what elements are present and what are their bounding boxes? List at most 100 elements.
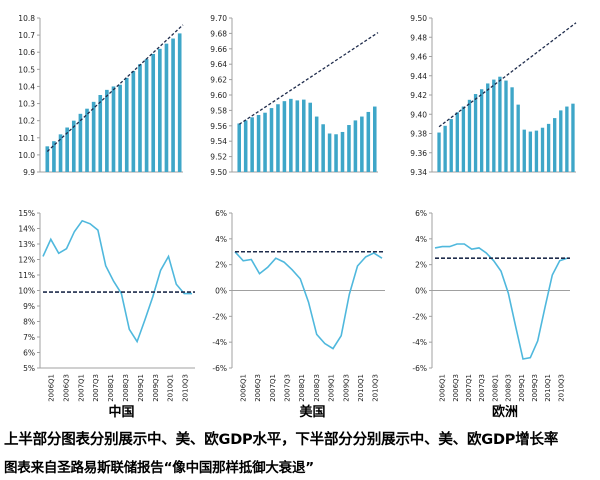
y-tick-label: 0% <box>415 287 427 296</box>
x-tick-label: 2009Q1 <box>328 374 336 402</box>
bar <box>151 53 156 172</box>
y-tick-label: 15% <box>18 209 35 218</box>
x-tick-label: 2006Q1 <box>439 374 447 402</box>
bar <box>366 111 371 172</box>
y-tick-label: 0% <box>215 287 227 296</box>
y-tick-label: 2% <box>415 261 427 270</box>
region-label: 美国 <box>299 404 325 420</box>
y-tick-label: 9.60 <box>210 91 227 100</box>
bar <box>449 119 453 172</box>
x-tick-label: 2010Q1 <box>167 374 175 402</box>
region-label: 中国 <box>108 404 134 420</box>
y-tick-label: 10.7 <box>18 31 35 40</box>
bar <box>360 116 364 172</box>
y-tick-label: 9.58 <box>210 106 227 115</box>
bar <box>177 33 182 173</box>
x-tick-label: 2006Q1 <box>239 374 247 402</box>
y-tick-label: -6% <box>212 364 227 373</box>
bar <box>111 86 116 172</box>
y-tick-label: 8% <box>23 318 35 327</box>
bar <box>78 113 83 172</box>
y-tick-label: 9.64 <box>210 60 227 69</box>
y-tick-label: 9.68 <box>210 29 227 38</box>
trend-line-dashed <box>438 22 577 128</box>
bar <box>276 104 280 172</box>
bar <box>372 106 377 172</box>
bar <box>479 89 484 172</box>
y-tick-label: 6% <box>23 349 35 358</box>
x-tick-label: 2007Q3 <box>283 374 291 402</box>
y-tick-label: 10.5 <box>18 65 35 74</box>
y-tick-label: 9.34 <box>410 168 427 177</box>
y-tick-label: 9.70 <box>210 14 227 23</box>
y-tick-label: 10.1 <box>18 134 35 143</box>
y-tick-label: 9.52 <box>210 153 227 162</box>
bar <box>540 127 545 172</box>
chart-panel-1: 9.9 10.0 10.1 10.2 10.3 10.4 10.5 10.6 10.7 10.8 <box>18 14 184 177</box>
y-tick-label: 10.0 <box>18 151 35 160</box>
bar <box>282 101 287 172</box>
y-tick-label: 9% <box>23 302 35 311</box>
x-tick-label: 2009Q3 <box>531 374 539 402</box>
bar <box>347 125 351 172</box>
y-tick-label: 9.42 <box>410 91 427 100</box>
bar <box>571 103 575 172</box>
bar <box>256 115 261 172</box>
bar <box>334 134 338 172</box>
y-tick-label: 2% <box>215 261 227 270</box>
bar <box>58 134 63 172</box>
y-tick-label: 9.38 <box>410 130 427 139</box>
bar <box>98 95 103 172</box>
x-tick-label: 2006Q1 <box>47 374 55 402</box>
bar <box>534 130 539 172</box>
x-tick-label: 2006Q3 <box>254 374 262 402</box>
growth-line <box>234 251 383 350</box>
bar <box>443 125 447 172</box>
y-tick-label: 4% <box>415 235 427 244</box>
x-tick-label: 2006Q3 <box>452 374 460 402</box>
bar <box>492 79 496 172</box>
bar <box>546 123 551 172</box>
y-tick-label: 9.50 <box>410 14 427 23</box>
bar <box>164 43 169 172</box>
chart-panel-6: -6% -4% -2% 0% 2% 4% 6% 2006Q1 2006Q3 2007Q1 2007Q… <box>412 209 570 420</box>
chart-panel-3: 9.34 9.36 9.38 9.40 9.42 9.44 9.46 9.48 9.50 <box>410 14 577 177</box>
y-tick-label: 10% <box>18 287 35 296</box>
y-tick-label: 11% <box>18 271 35 280</box>
bar <box>516 104 520 172</box>
x-tick-label: 2007Q1 <box>77 374 85 402</box>
bar <box>118 84 122 172</box>
bar <box>522 129 526 172</box>
y-tick-label: -4% <box>212 338 227 347</box>
bar <box>565 106 569 172</box>
x-tick-label: 2007Q3 <box>92 374 100 402</box>
x-tick-label: 2008Q3 <box>313 374 321 402</box>
bar <box>138 64 142 172</box>
bar <box>455 112 459 172</box>
x-tick-label: 2010Q3 <box>557 374 565 402</box>
x-tick-label: 2010Q1 <box>357 374 365 402</box>
trend-line-dashed <box>238 32 379 125</box>
bar <box>91 101 96 172</box>
y-tick-label: 9.50 <box>210 168 227 177</box>
growth-line <box>434 243 568 360</box>
y-tick-label: 14% <box>18 225 35 234</box>
y-tick-label: -6% <box>412 364 427 373</box>
caption-description: 上半部分图表分别展示中、美、欧GDP水平，下半部分分别展示中、美、欧GDP增长率 <box>4 432 559 448</box>
bar <box>353 120 358 172</box>
y-tick-label: 9.9 <box>23 168 35 177</box>
y-tick-label: 9.56 <box>210 122 227 131</box>
bar <box>528 131 533 172</box>
bar <box>486 83 490 172</box>
region-label: 欧洲 <box>492 404 518 420</box>
bar <box>504 80 508 172</box>
bar <box>237 123 242 172</box>
y-tick-label: 9.44 <box>410 72 427 81</box>
bar <box>498 76 502 172</box>
bar <box>269 108 274 172</box>
bar <box>461 106 466 172</box>
bar <box>559 110 563 172</box>
bar <box>65 127 69 172</box>
bar <box>131 71 136 172</box>
x-tick-label: 2009Q1 <box>137 374 145 402</box>
